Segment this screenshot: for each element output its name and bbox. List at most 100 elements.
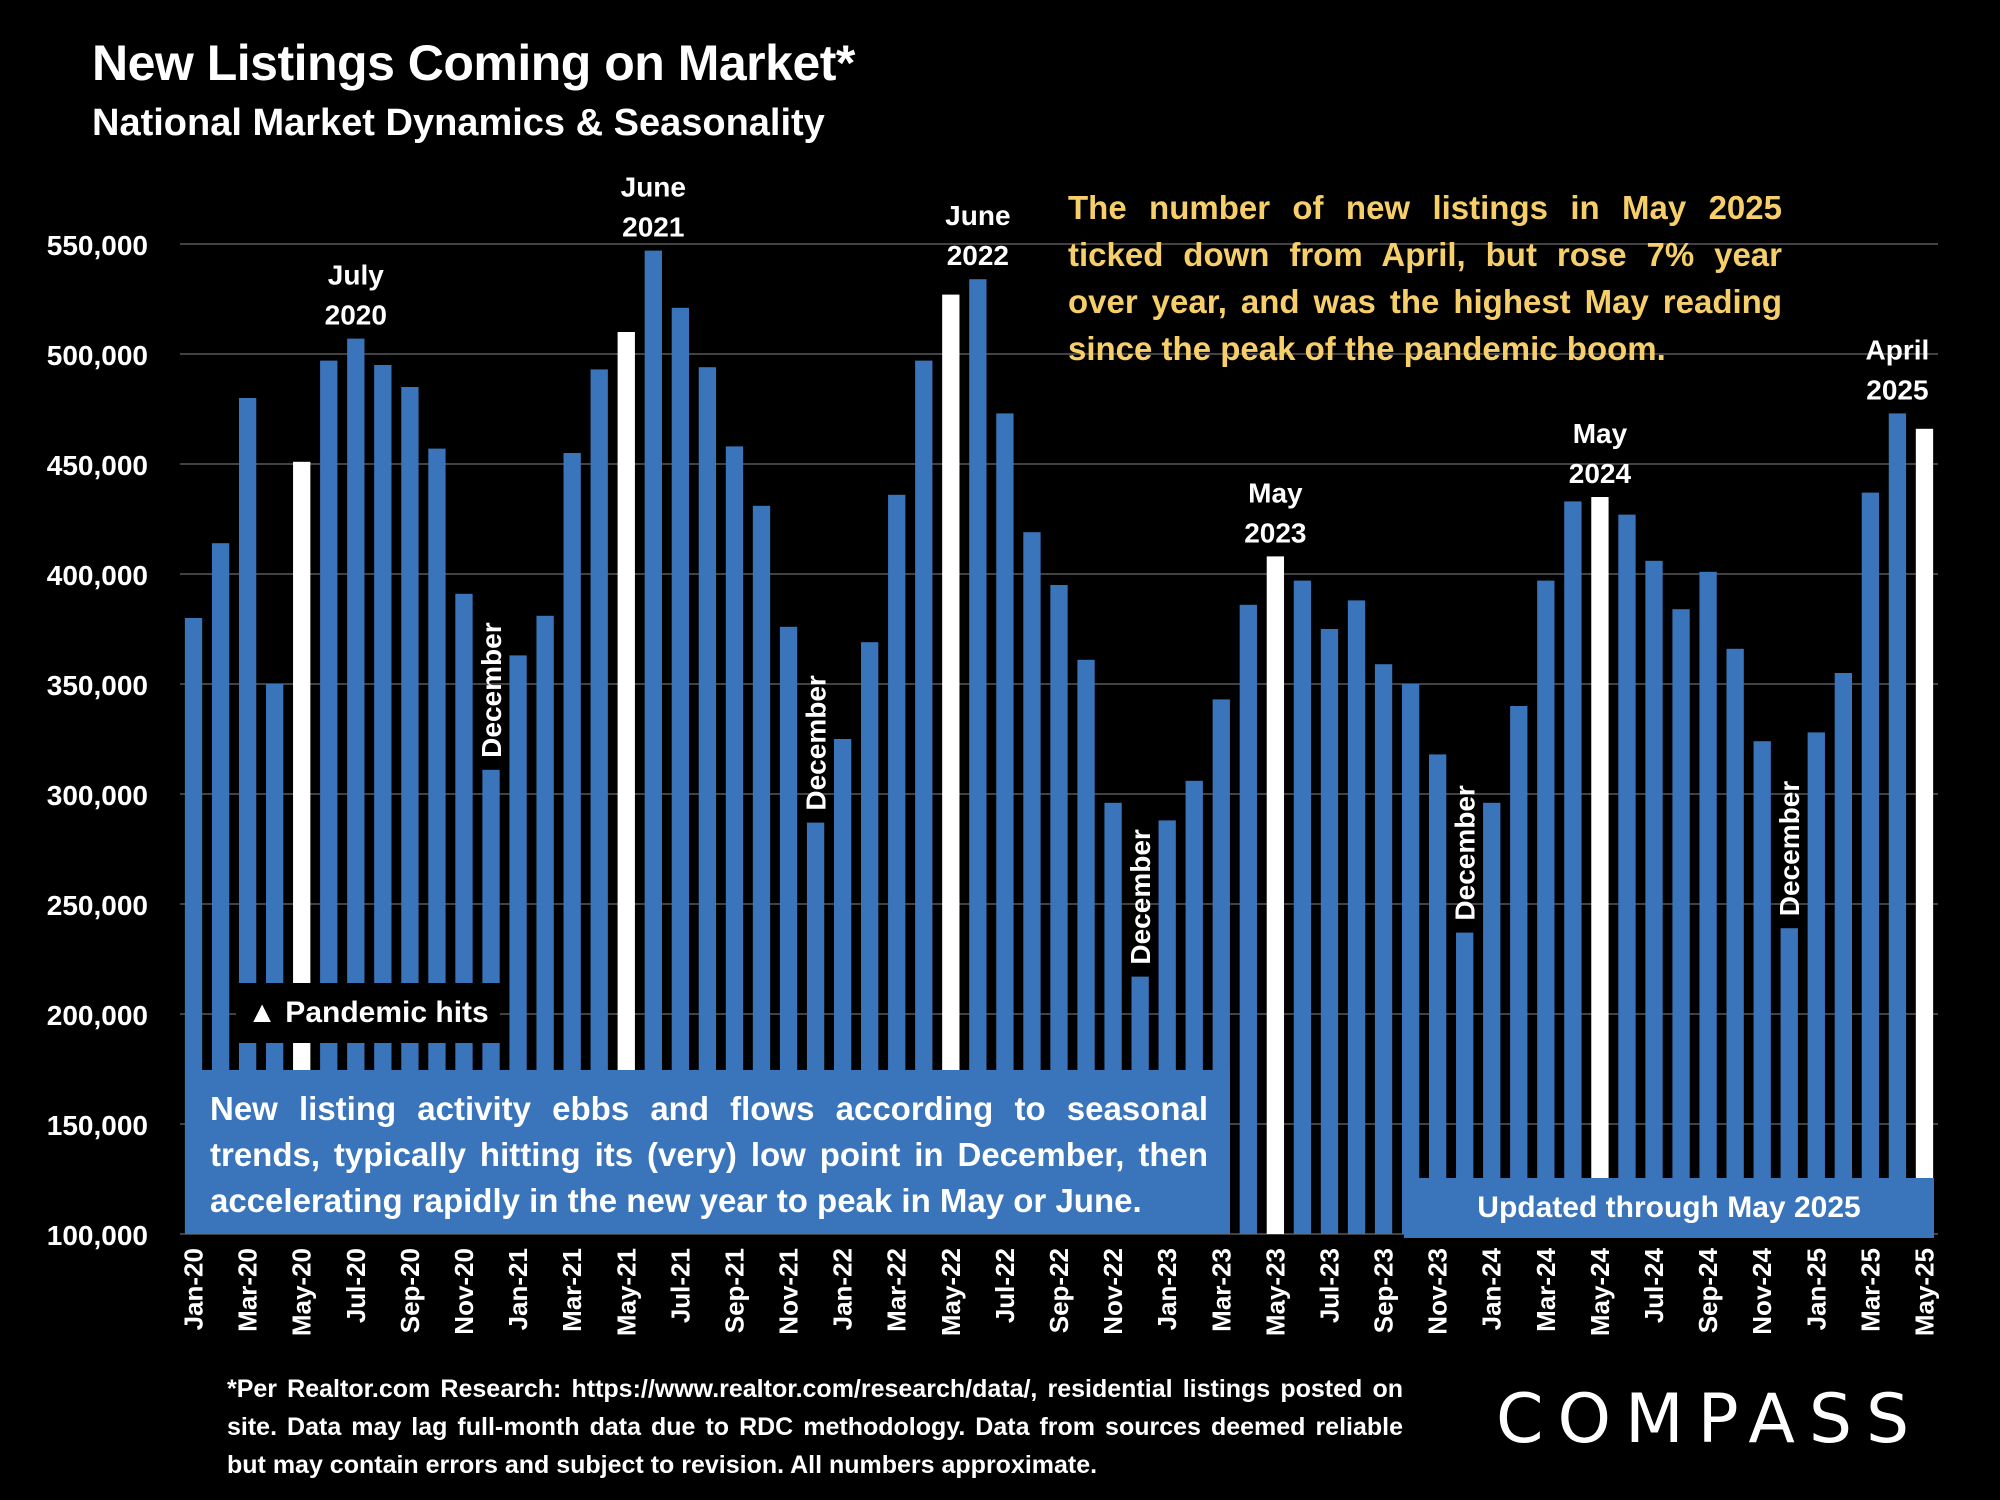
x-tick-label: Jan-20: [179, 1248, 209, 1330]
bar-dec-23: [1456, 932, 1474, 1234]
bar-may-21: [617, 332, 635, 1234]
y-tick-label: 100,000: [47, 1220, 148, 1251]
x-tick-label: Mar-23: [1206, 1248, 1236, 1332]
x-tick-label: Jul-21: [665, 1248, 695, 1323]
bar-jun-23: [1293, 580, 1312, 1234]
compass-logo: COMPASS: [1496, 1380, 1924, 1459]
x-tick-label: Mar-21: [557, 1248, 587, 1332]
x-tick-label: Jul-23: [1314, 1248, 1344, 1323]
x-tick-label: Jul-20: [341, 1248, 371, 1323]
y-tick-label: 550,000: [47, 230, 148, 261]
y-tick-label: 250,000: [47, 890, 148, 921]
peak-label: April: [1866, 334, 1930, 365]
bar-may-25: [1915, 428, 1934, 1234]
peak-label: 2025: [1866, 374, 1928, 405]
bar-apr-24: [1564, 501, 1582, 1234]
bar-jun-21: [644, 250, 662, 1235]
x-tick-label: Jul-22: [990, 1248, 1020, 1323]
bar-sep-23: [1374, 664, 1393, 1234]
bar-may-22: [942, 294, 960, 1235]
y-tick-label: 500,000: [47, 340, 148, 371]
x-tick-label: May-25: [1909, 1248, 1939, 1336]
peak-label: 2024: [1569, 458, 1632, 489]
peak-label: May: [1573, 418, 1628, 449]
bar-apr-25: [1888, 413, 1907, 1234]
x-tick-label: Nov-23: [1423, 1248, 1453, 1335]
peak-label: June: [621, 172, 686, 203]
bar-jun-24: [1618, 514, 1636, 1234]
bar-may-24: [1591, 497, 1609, 1234]
bar-jun-22: [969, 279, 987, 1234]
bar-apr-22: [915, 360, 933, 1235]
bar-jan-25: [1807, 732, 1825, 1234]
bar-feb-25: [1834, 673, 1852, 1234]
bar-apr-21: [590, 369, 608, 1234]
x-tick-label: Jul-24: [1639, 1247, 1669, 1323]
x-tick-label: May-23: [1260, 1248, 1290, 1336]
x-tick-label: May-22: [936, 1248, 966, 1336]
peak-label: May: [1248, 477, 1303, 508]
bar-mar-22: [888, 494, 906, 1234]
x-tick-label: May-21: [611, 1248, 641, 1336]
x-tick-label: Mar-25: [1855, 1248, 1885, 1332]
pandemic-hits-label: ▲ Pandemic hits: [236, 983, 500, 1043]
x-tick-label: Mar-20: [233, 1248, 263, 1332]
bar-oct-24: [1726, 648, 1744, 1234]
x-tick-label: Sep-20: [395, 1248, 425, 1333]
x-tick-label: Sep-22: [1044, 1248, 1074, 1333]
bar-aug-24: [1672, 609, 1690, 1234]
y-tick-label: 200,000: [47, 1000, 148, 1031]
bar-nov-24: [1753, 741, 1771, 1234]
x-tick-label: May-20: [287, 1248, 317, 1336]
bar-aug-22: [1023, 532, 1041, 1234]
peak-label: June: [945, 200, 1010, 231]
x-tick-label: Mar-22: [882, 1248, 912, 1332]
bar-apr-23: [1239, 604, 1257, 1234]
x-tick-label: Jan-22: [828, 1248, 858, 1330]
bar-dec-24: [1780, 928, 1798, 1234]
bar-feb-24: [1510, 706, 1528, 1234]
peak-label: 2022: [947, 240, 1009, 271]
bar-jul-24: [1645, 560, 1663, 1234]
x-tick-label: Nov-24: [1747, 1247, 1777, 1334]
x-tick-label: Sep-24: [1693, 1247, 1723, 1333]
yearly-change-note: The number of new listings in May 2025 t…: [1068, 189, 1782, 367]
x-tick-label: Jan-24: [1477, 1247, 1507, 1330]
bar-sep-21: [725, 446, 744, 1234]
chart-subtitle: National Market Dynamics & Seasonality: [92, 102, 825, 144]
x-tick-label: May-24: [1585, 1247, 1615, 1336]
x-tick-label: Mar-24: [1531, 1247, 1561, 1331]
y-tick-label: 450,000: [47, 450, 148, 481]
december-label: December: [801, 675, 832, 811]
december-label: December: [1450, 785, 1481, 921]
bar-mar-25: [1861, 492, 1880, 1235]
y-tick-label: 300,000: [47, 780, 148, 811]
peak-label: 2020: [325, 300, 387, 331]
bar-feb-20: [211, 543, 230, 1234]
source-footnote: *Per Realtor.com Research: https://www.r…: [227, 1375, 1403, 1479]
chart-title: New Listings Coming on Market*: [92, 35, 855, 91]
bar-jul-21: [671, 307, 690, 1234]
bar-oct-21: [752, 505, 771, 1234]
bar-sep-24: [1699, 571, 1717, 1234]
peak-label: 2021: [622, 212, 684, 243]
bar-oct-23: [1401, 684, 1420, 1234]
bar-nov-23: [1428, 754, 1447, 1234]
y-tick-label: 150,000: [47, 1110, 148, 1141]
y-tick-label: 350,000: [47, 670, 148, 701]
bar-may-23: [1266, 556, 1285, 1234]
bar-mar-21: [563, 453, 581, 1234]
updated-through-badge: Updated through May 2025: [1404, 1178, 1934, 1238]
bar-jan-24: [1483, 802, 1501, 1234]
x-tick-label: Sep-23: [1369, 1248, 1399, 1333]
december-label: December: [1125, 829, 1156, 965]
bar-mar-24: [1537, 580, 1555, 1234]
seasonality-note: New listing activity ebbs and flows acco…: [186, 1070, 1230, 1234]
bar-aug-21: [698, 367, 717, 1234]
x-tick-label: Jan-21: [503, 1248, 533, 1330]
december-label: December: [476, 622, 507, 758]
x-tick-label: Nov-20: [449, 1248, 479, 1335]
bar-aug-23: [1347, 600, 1366, 1234]
x-tick-label: Nov-22: [1098, 1248, 1128, 1335]
